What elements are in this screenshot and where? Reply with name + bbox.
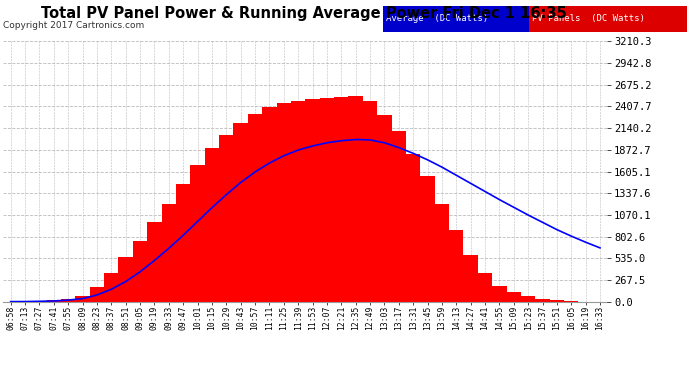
Text: Average  (DC Watts): Average (DC Watts) (386, 14, 488, 23)
Bar (233, 123, 248, 302)
Bar (334, 97, 348, 302)
Bar (464, 255, 477, 302)
Bar (319, 98, 334, 302)
Bar (248, 114, 262, 302)
Text: Total PV Panel Power & Running Average Power Fri Dec 1 16:35: Total PV Panel Power & Running Average P… (41, 6, 566, 21)
Bar (449, 230, 464, 302)
Bar (363, 100, 377, 302)
Bar (492, 286, 506, 302)
Bar (147, 222, 161, 302)
Bar (435, 204, 449, 302)
Bar (521, 296, 535, 302)
Bar (383, 6, 529, 32)
Bar (205, 148, 219, 302)
Bar (477, 273, 492, 302)
Bar (90, 287, 104, 302)
Bar (262, 107, 277, 302)
Bar (219, 135, 233, 302)
Bar (104, 273, 119, 302)
Bar (176, 184, 190, 302)
Bar (61, 298, 75, 302)
Bar (75, 296, 90, 302)
Bar (32, 301, 47, 302)
Bar (506, 292, 521, 302)
Bar (305, 99, 319, 302)
Bar (420, 176, 435, 302)
Bar (550, 300, 564, 302)
Text: PV Panels  (DC Watts): PV Panels (DC Watts) (532, 14, 644, 23)
Bar (291, 100, 305, 302)
Bar (392, 131, 406, 302)
Bar (529, 6, 687, 32)
Text: Copyright 2017 Cartronics.com: Copyright 2017 Cartronics.com (3, 21, 145, 30)
Bar (377, 115, 392, 302)
Bar (277, 103, 291, 302)
Bar (47, 300, 61, 302)
Bar (406, 154, 420, 302)
Bar (535, 298, 550, 302)
Bar (132, 241, 147, 302)
Bar (190, 165, 205, 302)
Bar (348, 96, 363, 302)
Bar (119, 257, 132, 302)
Bar (161, 204, 176, 302)
Bar (564, 301, 578, 302)
